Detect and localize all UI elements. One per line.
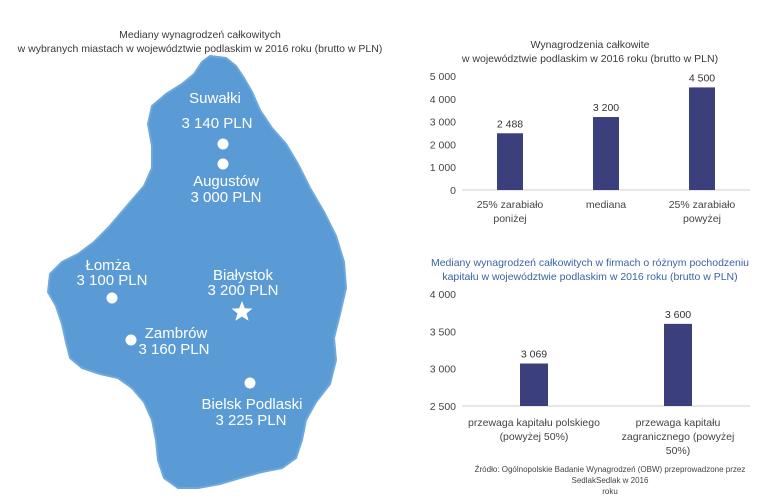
- bar: [520, 363, 548, 406]
- y-tick-label: 0: [450, 185, 456, 197]
- chart-1-title-line-1: Wynagrodzenia całkowite: [530, 39, 650, 51]
- city-zambrow: Zambrów 3 160 PLN: [125, 325, 210, 358]
- source-note: Źródło: Ogólnopolskie Badanie Wynagrodze…: [460, 464, 760, 497]
- y-tick-label: 2 500: [430, 401, 456, 413]
- category-label: przewaga kapitału polskiego: [468, 417, 600, 429]
- chart-1-title-line-2: w województwie podlaskim w 2016 roku (br…: [461, 53, 719, 65]
- data-label: 3 069: [521, 349, 547, 361]
- city-value: 3 000 PLN: [191, 189, 262, 206]
- city-value: 3 140 PLN: [182, 115, 253, 132]
- y-tick-label: 3 000: [430, 364, 456, 376]
- chart-1-title: Wynagrodzenia całkowite w województwie p…: [430, 38, 750, 66]
- podlaskie-map: Suwałki 3 140 PLN Augustów 3 000 PLN Łom…: [46, 54, 348, 489]
- city-suwalki: Suwałki 3 140 PLN: [182, 90, 253, 150]
- podlaskie-region: [46, 54, 348, 489]
- salary-distribution-chart: 0 1 000 2 000 3 000 4 000 5 000 2 488 25% zarab…: [430, 71, 750, 225]
- bar: [497, 133, 523, 190]
- data-label: 3 200: [593, 102, 619, 114]
- category-label: 25% zarabiało: [477, 199, 544, 211]
- city-dot-icon: [125, 334, 137, 346]
- category-label: 50%): [666, 445, 691, 457]
- city-value: 3 160 PLN: [139, 341, 210, 358]
- chart-2-title: Mediany wynagrodzeń całkowitych w firmac…: [420, 256, 760, 284]
- city-bialystok: Białystok 3 200 PLN: [208, 267, 279, 321]
- y-tick-label: 3 000: [430, 117, 456, 129]
- chart-2-title-line-1: Mediany wynagrodzeń całkowitych w firmac…: [430, 257, 750, 269]
- capital-origin-chart: 2 500 3 000 3 500 4 000 3 069 przewaga kapita…: [430, 289, 750, 457]
- city-value: 3 100 PLN: [77, 272, 148, 289]
- map-title-line-2: w wybranych miastach w województwie podl…: [17, 43, 383, 55]
- y-tick-label: 4 000: [430, 94, 456, 106]
- city-dot-icon: [244, 377, 256, 389]
- y-tick-label: 2 000: [430, 139, 456, 151]
- y-tick-label: 3 500: [430, 326, 456, 338]
- city-dot-icon: [217, 158, 229, 170]
- city-name: Zambrów: [145, 325, 208, 342]
- city-name: Bielsk Podlaski: [202, 396, 303, 413]
- city-value: 3 225 PLN: [216, 412, 287, 429]
- city-name: Augustów: [193, 173, 259, 190]
- category-label: przewaga kapitału: [636, 417, 721, 429]
- category-label: 25% zarabiało: [669, 199, 736, 211]
- city-lomza: Łomża 3 100 PLN: [77, 257, 148, 304]
- y-tick-label: 5 000: [430, 71, 456, 83]
- bar: [593, 117, 619, 190]
- star-icon: [231, 301, 253, 321]
- category-label: (powyżej 50%): [500, 431, 569, 443]
- data-label: 4 500: [689, 72, 715, 84]
- data-label: 3 600: [665, 309, 691, 321]
- y-tick-label: 1 000: [430, 162, 456, 174]
- category-label: powyżej: [683, 213, 721, 225]
- source-line-1: Źródło: Ogólnopolskie Badanie Wynagrodze…: [474, 465, 746, 485]
- category-label: mediana: [586, 199, 626, 211]
- city-bielsk-podlaski: Bielsk Podlaski 3 225 PLN: [202, 377, 303, 429]
- chart-2-title-line-2: kapitału w województwie podlaskim w 2016…: [442, 271, 738, 283]
- city-name: Łomża: [85, 257, 131, 274]
- y-tick-label: 4 000: [430, 289, 456, 301]
- city-augustow: Augustów 3 000 PLN: [191, 158, 262, 206]
- city-layer: Suwałki 3 140 PLN Augustów 3 000 PLN Łom…: [77, 90, 303, 429]
- category-label: poniżej: [493, 213, 526, 225]
- source-line-2: roku: [602, 487, 618, 496]
- bar: [664, 323, 692, 406]
- city-name: Białystok: [213, 267, 274, 284]
- city-dot-icon: [217, 138, 229, 150]
- city-name: Suwałki: [189, 90, 241, 107]
- map-title: Mediany wynagrodzeń całkowitych w wybran…: [0, 28, 400, 56]
- bar: [689, 87, 715, 190]
- map-title-line-1: Mediany wynagrodzeń całkowitych: [119, 29, 281, 41]
- data-label: 2 488: [497, 118, 523, 130]
- category-label: zagranicznego (powyżej: [622, 431, 735, 443]
- city-value: 3 200 PLN: [208, 282, 279, 299]
- city-dot-icon: [106, 292, 118, 304]
